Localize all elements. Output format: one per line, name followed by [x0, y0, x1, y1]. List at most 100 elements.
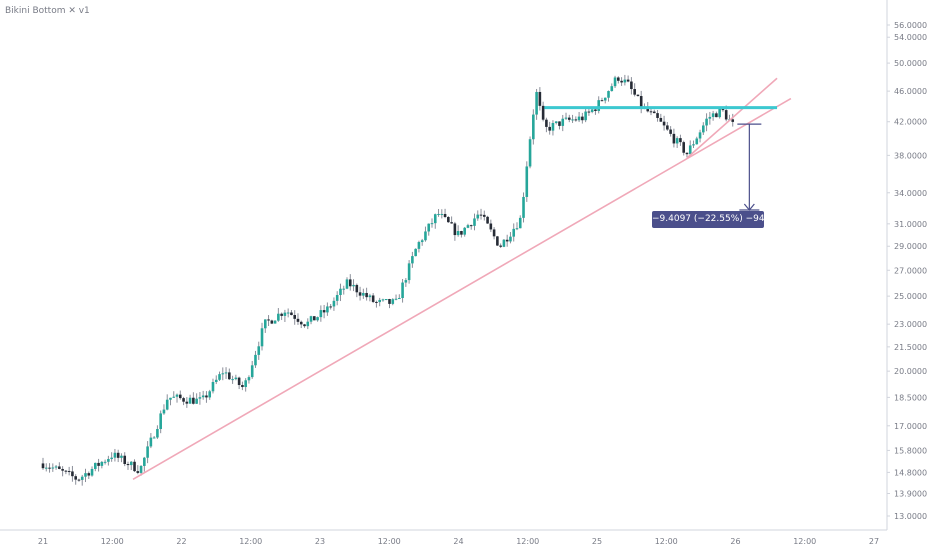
- candle-body: [218, 374, 221, 380]
- time-axis-label: 26: [730, 537, 740, 546]
- candle-body: [528, 139, 532, 167]
- candle-body: [277, 313, 280, 321]
- candle-body: [554, 121, 558, 124]
- candle-body: [195, 398, 198, 404]
- candle-body: [456, 231, 460, 236]
- candle-body: [672, 133, 676, 144]
- price-axis-label: 20.0000: [894, 367, 927, 376]
- candle-body: [731, 119, 735, 122]
- candle-body: [675, 138, 679, 144]
- candle-body: [695, 138, 699, 145]
- candle-body: [469, 225, 473, 227]
- candle-body: [577, 116, 581, 121]
- candle-body: [355, 284, 359, 293]
- candle-body: [48, 467, 51, 469]
- candle-body: [649, 111, 653, 113]
- candle-body: [156, 429, 159, 438]
- candle-body: [594, 109, 597, 112]
- candle-body: [447, 217, 450, 223]
- candle-body: [182, 398, 185, 402]
- candle-body: [656, 113, 659, 118]
- candle-body: [58, 466, 61, 469]
- time-axis-label: 24: [453, 537, 463, 546]
- candle-body: [626, 79, 630, 82]
- upper-trendline[interactable]: [686, 77, 778, 159]
- candle-body: [342, 288, 346, 290]
- candle-body: [486, 216, 489, 224]
- candle-body: [100, 461, 104, 466]
- candle-body: [476, 214, 480, 219]
- price-axis-label: 14.8000: [894, 468, 927, 477]
- candle-body: [185, 401, 189, 404]
- candle-body: [381, 299, 385, 301]
- candle-body: [440, 213, 444, 215]
- candle-body: [509, 236, 512, 242]
- price-axis-label: 29.0000: [894, 242, 927, 251]
- candle-body: [473, 218, 476, 226]
- price-axis-label: 54.0000: [894, 33, 927, 42]
- candle-body: [74, 476, 77, 480]
- candle-body: [113, 452, 117, 458]
- candle-body: [71, 471, 74, 477]
- candle-body: [267, 319, 270, 321]
- price-axis-label: 18.5000: [894, 393, 927, 402]
- candle-body: [489, 223, 493, 230]
- candle-body: [466, 225, 470, 228]
- candle-body: [303, 324, 306, 327]
- candle-body: [702, 125, 705, 133]
- candle-body: [263, 319, 267, 329]
- indicator-title[interactable]: Bikini Bottom ✕ v1: [5, 6, 90, 16]
- candle-body: [299, 321, 303, 325]
- candle-body: [319, 310, 323, 318]
- candle-body: [404, 280, 408, 283]
- candle-body: [401, 282, 404, 299]
- candle-body: [715, 113, 718, 118]
- lower-trendline[interactable]: [132, 97, 792, 480]
- candle-body: [133, 461, 136, 472]
- candle-body: [558, 121, 561, 126]
- time-axis-label: 23: [315, 537, 325, 546]
- candle-body: [94, 462, 97, 469]
- candle-body: [603, 97, 607, 101]
- candle-body: [518, 217, 522, 229]
- candle-body: [228, 372, 231, 380]
- candle-body: [620, 80, 623, 83]
- candle-body: [610, 86, 614, 92]
- candle-body: [453, 223, 457, 236]
- candle-body: [241, 385, 244, 388]
- candle-body: [613, 77, 617, 87]
- candle-body: [391, 299, 395, 304]
- candle-body: [44, 467, 48, 469]
- candle-body: [482, 214, 486, 217]
- candle-body: [54, 466, 58, 468]
- candle-body: [309, 316, 313, 322]
- price-axis-label: 42.0000: [894, 118, 927, 127]
- candle-body: [388, 298, 391, 304]
- candle-body: [175, 394, 179, 397]
- candle-body: [525, 166, 529, 197]
- candle-body: [512, 228, 516, 237]
- candle-body: [61, 468, 64, 471]
- candle-body: [214, 379, 218, 383]
- candle-body: [515, 228, 519, 230]
- time-axis-label: 22: [176, 537, 186, 546]
- candle-body: [384, 298, 388, 300]
- candle-body: [708, 116, 712, 119]
- candle-body: [584, 111, 587, 121]
- candle-body: [639, 96, 643, 108]
- candle-body: [149, 437, 153, 447]
- candle-body: [427, 223, 431, 232]
- candle-body: [688, 145, 692, 155]
- candle-body: [499, 245, 502, 247]
- time-axis-label: 27: [869, 537, 879, 546]
- candle-body: [450, 222, 453, 224]
- candle-body: [590, 109, 594, 112]
- candle-body: [205, 395, 208, 398]
- candle-body: [123, 455, 127, 465]
- candle-body: [411, 256, 414, 264]
- candle-body: [136, 471, 140, 473]
- candle-body: [77, 479, 81, 481]
- candle-body: [201, 395, 205, 398]
